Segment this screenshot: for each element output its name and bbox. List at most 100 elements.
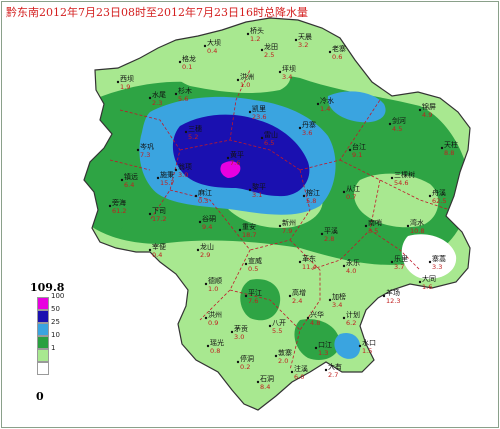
station-value: 5.6 bbox=[178, 95, 188, 103]
station-name: 革东 bbox=[302, 254, 316, 263]
station-name: 口江 bbox=[318, 341, 332, 349]
station-value: 8.8 bbox=[444, 149, 454, 157]
station-value: 3.0 bbox=[178, 171, 188, 179]
station-name: 洪洲 bbox=[240, 72, 254, 81]
station-value: 3.3 bbox=[432, 263, 442, 271]
station-dot bbox=[342, 316, 346, 320]
station-value: 0.8 bbox=[210, 347, 220, 355]
station-value: 2.0 bbox=[278, 357, 288, 365]
station-name: 舟溪 bbox=[432, 188, 446, 197]
station-value: 2.9 bbox=[200, 251, 210, 259]
station-value: 7.6 bbox=[230, 159, 240, 167]
station-value: 4.9 bbox=[422, 111, 432, 119]
station-marker: 计划6.2 bbox=[342, 310, 360, 327]
station-name: 剑河 bbox=[392, 116, 406, 125]
station-value: 9.4 bbox=[202, 223, 212, 231]
station-dot bbox=[294, 38, 298, 42]
station-marker: 茅贡3.0 bbox=[230, 324, 248, 341]
station-name: 台江 bbox=[352, 142, 366, 151]
station-name: 湾水 bbox=[410, 218, 424, 227]
station-name: 凯里 bbox=[252, 104, 266, 113]
station-name: 桥头 bbox=[250, 26, 264, 35]
station-name: 停洞 bbox=[240, 354, 254, 363]
station-marker: 榕江5.8 bbox=[302, 188, 320, 205]
station-dot bbox=[388, 122, 392, 126]
station-value: 1.3 bbox=[318, 349, 328, 357]
station-dot bbox=[246, 32, 250, 36]
station-dot bbox=[316, 102, 320, 106]
station-marker: 注溪6.0 bbox=[290, 364, 308, 381]
station-value: 0.3 bbox=[198, 197, 208, 205]
station-marker: 德顺1.0 bbox=[204, 276, 222, 293]
station-name: 寨蒿 bbox=[432, 254, 446, 263]
station-name: 八开 bbox=[272, 319, 286, 327]
station-name: 大坝 bbox=[207, 38, 221, 47]
station-marker: 敦寨2.0 bbox=[274, 348, 292, 365]
station-name: 翁项 bbox=[178, 162, 192, 171]
rain-gt100-zone bbox=[220, 161, 241, 178]
station-dot bbox=[198, 220, 202, 224]
station-name: 永乐 bbox=[346, 258, 360, 267]
station-value: 8.4 bbox=[260, 383, 270, 391]
station-name: 龙山 bbox=[200, 242, 214, 251]
station-marker: 老寨0.6 bbox=[328, 44, 346, 61]
station-dot bbox=[288, 294, 292, 298]
station-dot bbox=[204, 282, 208, 286]
station-name: 敦寨 bbox=[278, 348, 292, 357]
station-name: 乐里 bbox=[394, 254, 408, 263]
station-dot bbox=[203, 44, 207, 48]
station-value: 17.2 bbox=[152, 215, 166, 223]
station-dot bbox=[342, 190, 346, 194]
legend-swatch bbox=[37, 362, 49, 375]
station-name: 兴华 bbox=[310, 310, 324, 319]
station-value: 6.5 bbox=[264, 139, 274, 147]
station-dot bbox=[226, 156, 230, 160]
station-marker: 大坝0.4 bbox=[203, 38, 221, 55]
station-value: 9.1 bbox=[352, 151, 362, 159]
station-value: 5.5 bbox=[272, 327, 282, 335]
rain-light-patch-north bbox=[166, 43, 291, 93]
station-name: 大同 bbox=[422, 274, 436, 283]
station-value: 1.2 bbox=[250, 35, 260, 43]
station-value: 0.9 bbox=[208, 319, 218, 327]
legend-swatch bbox=[37, 349, 49, 362]
station-name: 黎平 bbox=[252, 182, 266, 191]
station-name: 水口 bbox=[362, 338, 376, 347]
station-name: 重安 bbox=[242, 222, 256, 231]
station-value: 11.4 bbox=[302, 263, 316, 271]
station-name: 瑶光 bbox=[210, 338, 224, 347]
station-marker: 水尾2.3 bbox=[148, 90, 166, 107]
station-value: 54.6 bbox=[394, 179, 408, 187]
legend-swatch bbox=[37, 310, 49, 323]
station-name: 坪坝 bbox=[282, 64, 296, 73]
station-value: 5.2 bbox=[188, 133, 198, 141]
station-dot bbox=[156, 176, 160, 180]
station-marker: 天柱8.8 bbox=[440, 140, 458, 157]
station-value: 1.5 bbox=[362, 347, 372, 355]
station-value: 1.0 bbox=[240, 81, 250, 89]
station-dot bbox=[260, 48, 264, 52]
station-value: 12.3 bbox=[386, 297, 400, 305]
station-marker: 麻江0.3 bbox=[194, 188, 212, 205]
station-marker: 黄平7.6 bbox=[226, 150, 244, 167]
station-dot bbox=[290, 370, 294, 374]
station-marker: 宣威0.5 bbox=[244, 256, 262, 273]
legend-label: 1 bbox=[51, 344, 56, 352]
station-dot bbox=[328, 298, 332, 302]
rain-10-25-zone-west bbox=[89, 195, 130, 232]
station-dot bbox=[136, 148, 140, 152]
station-value: 7.6 bbox=[248, 297, 258, 305]
station-dot bbox=[440, 146, 444, 150]
legend-label: 50 bbox=[51, 305, 60, 313]
station-marker: 雷山6.5 bbox=[260, 130, 278, 147]
station-dot bbox=[116, 80, 120, 84]
station-marker: 新州7.9 bbox=[278, 218, 296, 235]
legend-label: 25 bbox=[51, 318, 60, 326]
station-value: 0.1 bbox=[182, 63, 192, 71]
map-title: 黔东南2012年7月23日08时至2012年7月23日16时总降水量 bbox=[6, 6, 308, 19]
station-value: 2.8 bbox=[324, 235, 334, 243]
station-dot bbox=[328, 50, 332, 54]
